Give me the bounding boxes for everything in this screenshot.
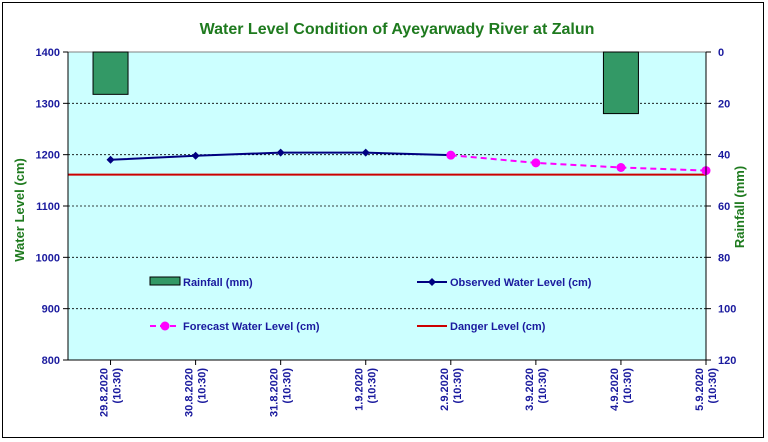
forecast-point xyxy=(616,163,626,172)
x-tick-label: 5.9.2020 (10:30) xyxy=(694,368,719,411)
y-tick-label: 1200 xyxy=(36,150,60,162)
y2-tick-label: 100 xyxy=(718,304,736,316)
y-tick-label: 1100 xyxy=(36,201,60,213)
legend-item-forecast: Forecast Water Level (cm) xyxy=(150,321,320,333)
x-tick-label: 30.8.2020 (10:30) xyxy=(184,368,209,417)
x-tick-label: 1.9.2020 (10:30) xyxy=(354,368,379,411)
x-tick-label: 29.8.2020 (10:30) xyxy=(99,368,124,417)
observed-point xyxy=(191,151,200,160)
legend-label-forecast: Forecast Water Level (cm) xyxy=(183,321,320,333)
x-tick-date: 30.8.2020 xyxy=(184,368,196,417)
legend-marker-observed xyxy=(428,278,436,286)
y-tick-label: 800 xyxy=(42,355,60,367)
chart-title: Water Level Condition of Ayeyarwady Rive… xyxy=(200,21,595,38)
observed-point xyxy=(276,148,285,157)
x-tick-label: 3.9.2020 (10:30) xyxy=(524,368,549,411)
x-tick-label: 2.9.2020 (10:30) xyxy=(439,368,464,411)
axes: 800 900 1000 1100 1200 1300 1400 0 20 40 60 80 100 12… xyxy=(36,47,737,417)
x-tick-time: (10:30) xyxy=(282,368,294,404)
observed-point xyxy=(106,155,115,164)
x-tick-label: 4.9.2020 (10:30) xyxy=(609,368,634,411)
x-tick-time: (10:30) xyxy=(112,368,124,404)
y2-tick-label: 60 xyxy=(718,201,730,213)
x-tick-date: 2.9.2020 xyxy=(439,368,451,411)
x-tick-time: (10:30) xyxy=(452,368,464,404)
y2-tick-label: 80 xyxy=(718,252,730,264)
y-tick-label: 1000 xyxy=(36,252,60,264)
y2-tick-label: 40 xyxy=(718,150,730,162)
y-tick-label: 1400 xyxy=(36,47,60,59)
x-tick-label: 31.8.2020 (10:30) xyxy=(269,368,294,417)
y-axis-title: Water Level (cm) xyxy=(12,158,27,262)
forecast-line xyxy=(450,154,707,172)
legend-item-observed: Observed Water Level (cm) xyxy=(417,277,592,289)
x-tick-time: (10:30) xyxy=(367,368,379,404)
rainfall-bars xyxy=(92,51,639,115)
y2-axis-title: Rainfall (mm) xyxy=(732,166,747,248)
observed-point xyxy=(361,148,370,157)
legend-label-rainfall: Rainfall (mm) xyxy=(183,277,253,289)
legend-marker-forecast xyxy=(160,321,170,331)
legend-item-rainfall: Rainfall (mm) xyxy=(149,276,253,289)
x-tick-time: (10:30) xyxy=(622,368,634,404)
legend-item-danger: Danger Level (cm) xyxy=(417,321,546,333)
x-tick-date: 29.8.2020 xyxy=(99,368,111,417)
x-tick-date: 31.8.2020 xyxy=(269,368,281,417)
legend: Rainfall (mm) Observed Water Level (cm) Fo… xyxy=(149,276,592,333)
y2-tick-label: 20 xyxy=(718,98,730,110)
x-tick-date: 5.9.2020 xyxy=(694,368,706,411)
legend-label-observed: Observed Water Level (cm) xyxy=(450,277,592,289)
legend-swatch-rainfall xyxy=(149,276,181,286)
forecast-point xyxy=(446,150,456,160)
x-tick-date: 4.9.2020 xyxy=(609,368,621,411)
y2-tick-label: 120 xyxy=(718,355,736,367)
x-tick-date: 1.9.2020 xyxy=(354,368,366,411)
x-tick-date: 3.9.2020 xyxy=(524,368,536,411)
y-tick-label: 1300 xyxy=(36,98,60,110)
y2-tick-label: 0 xyxy=(718,47,724,59)
forecast-point xyxy=(531,158,541,168)
legend-label-danger: Danger Level (cm) xyxy=(450,321,546,333)
rainfall-bar xyxy=(602,51,639,115)
y-tick-label: 900 xyxy=(42,304,60,316)
rainfall-bar xyxy=(92,51,129,95)
plot-area xyxy=(67,51,707,361)
x-tick-time: (10:30) xyxy=(197,368,209,404)
x-tick-time: (10:30) xyxy=(707,368,719,404)
x-tick-time: (10:30) xyxy=(537,368,549,404)
